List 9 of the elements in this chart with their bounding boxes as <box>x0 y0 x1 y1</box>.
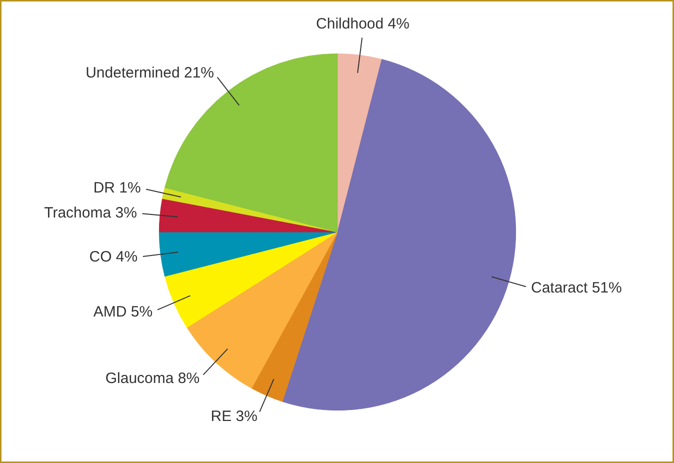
slice-label: AMD 5% <box>93 303 153 320</box>
slice-label: Undetermined 21% <box>86 64 214 82</box>
slice-label: RE 3% <box>210 408 258 426</box>
slice-label: Trachoma 3% <box>44 204 137 222</box>
slice-label: CO 4% <box>89 248 138 266</box>
slice-label: DR 1% <box>93 180 141 197</box>
slice-label: Glaucoma 8% <box>105 370 200 388</box>
slice-label: Childhood 4% <box>316 15 410 32</box>
slice-label: Cataract 51% <box>530 280 622 297</box>
